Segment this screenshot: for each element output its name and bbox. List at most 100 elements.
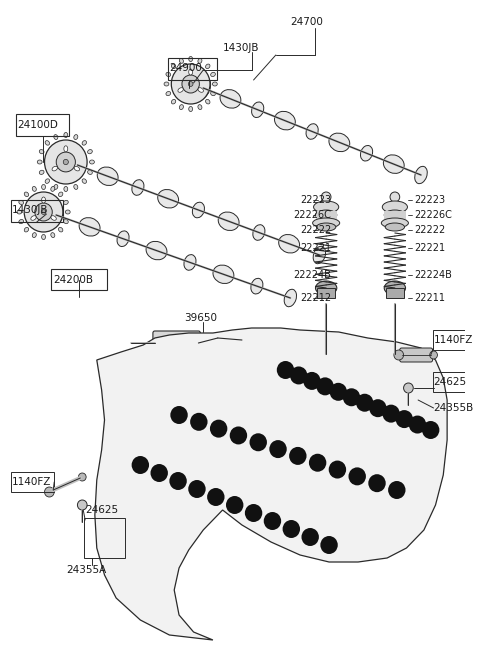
Circle shape <box>210 420 228 438</box>
Circle shape <box>394 350 404 360</box>
Circle shape <box>309 454 326 472</box>
Circle shape <box>132 456 149 474</box>
Ellipse shape <box>63 220 68 224</box>
Ellipse shape <box>54 184 58 190</box>
Circle shape <box>24 192 63 232</box>
Ellipse shape <box>385 223 405 231</box>
Ellipse shape <box>17 210 22 214</box>
Text: 24200B: 24200B <box>53 275 93 285</box>
Text: 22222: 22222 <box>300 225 331 235</box>
Text: 39650: 39650 <box>184 313 217 323</box>
Ellipse shape <box>49 205 63 226</box>
Ellipse shape <box>146 241 167 260</box>
Circle shape <box>45 487 54 497</box>
Ellipse shape <box>132 180 144 195</box>
Circle shape <box>430 351 437 359</box>
Ellipse shape <box>198 58 202 64</box>
Circle shape <box>289 447 307 465</box>
Ellipse shape <box>184 255 196 270</box>
Circle shape <box>348 467 366 485</box>
Ellipse shape <box>64 133 68 138</box>
Ellipse shape <box>306 124 318 139</box>
Ellipse shape <box>19 200 24 205</box>
Circle shape <box>316 377 334 396</box>
Text: 22223: 22223 <box>300 195 331 205</box>
Ellipse shape <box>24 192 29 197</box>
Ellipse shape <box>42 234 46 239</box>
Ellipse shape <box>315 281 337 295</box>
Ellipse shape <box>205 100 210 104</box>
Circle shape <box>190 413 207 431</box>
Ellipse shape <box>63 200 68 205</box>
Bar <box>432 372 473 392</box>
Ellipse shape <box>384 281 406 295</box>
Ellipse shape <box>384 155 404 173</box>
Ellipse shape <box>198 88 204 92</box>
Ellipse shape <box>31 216 36 220</box>
Ellipse shape <box>164 82 169 86</box>
Bar <box>16 114 69 136</box>
Bar <box>11 472 54 492</box>
Ellipse shape <box>415 167 427 184</box>
Circle shape <box>388 481 406 499</box>
Ellipse shape <box>360 146 372 161</box>
Text: 1140FZ: 1140FZ <box>12 477 51 487</box>
Ellipse shape <box>87 150 92 154</box>
Circle shape <box>343 388 360 406</box>
Ellipse shape <box>384 349 406 359</box>
Circle shape <box>207 488 225 506</box>
Bar <box>315 211 337 221</box>
Circle shape <box>368 474 386 492</box>
Ellipse shape <box>70 154 85 176</box>
Ellipse shape <box>45 140 49 145</box>
Text: 1430JB: 1430JB <box>223 43 259 53</box>
Circle shape <box>170 406 188 424</box>
Ellipse shape <box>315 210 337 220</box>
Text: 22222: 22222 <box>414 225 445 235</box>
Ellipse shape <box>220 90 241 108</box>
Ellipse shape <box>64 186 68 192</box>
Circle shape <box>396 410 413 428</box>
Ellipse shape <box>192 202 204 218</box>
Ellipse shape <box>24 228 29 232</box>
Text: 24100D: 24100D <box>17 120 58 130</box>
Circle shape <box>78 473 86 481</box>
Ellipse shape <box>54 134 58 140</box>
Circle shape <box>41 210 46 215</box>
Circle shape <box>390 192 400 202</box>
Ellipse shape <box>37 160 42 164</box>
Ellipse shape <box>171 64 176 69</box>
Ellipse shape <box>189 69 192 75</box>
Text: 22224B: 22224B <box>414 270 452 280</box>
Text: 24355A: 24355A <box>66 565 106 575</box>
Circle shape <box>77 500 87 510</box>
Bar <box>168 58 217 80</box>
Ellipse shape <box>64 146 68 152</box>
Circle shape <box>45 140 87 184</box>
Ellipse shape <box>384 210 406 220</box>
Ellipse shape <box>52 167 58 171</box>
Ellipse shape <box>253 225 265 240</box>
Ellipse shape <box>82 140 86 145</box>
Ellipse shape <box>312 218 340 228</box>
Circle shape <box>369 400 386 417</box>
Ellipse shape <box>189 106 192 112</box>
Ellipse shape <box>45 179 49 184</box>
Bar <box>11 200 63 222</box>
Ellipse shape <box>315 349 337 359</box>
Ellipse shape <box>42 184 46 190</box>
Ellipse shape <box>205 64 210 69</box>
Ellipse shape <box>252 102 264 117</box>
Ellipse shape <box>51 216 56 220</box>
Ellipse shape <box>382 201 408 213</box>
Ellipse shape <box>218 212 239 230</box>
Circle shape <box>320 536 338 554</box>
Ellipse shape <box>284 289 297 307</box>
Ellipse shape <box>211 72 216 77</box>
Ellipse shape <box>178 88 183 92</box>
FancyBboxPatch shape <box>153 331 200 355</box>
Circle shape <box>171 64 210 104</box>
Ellipse shape <box>59 228 63 232</box>
Text: 22221: 22221 <box>300 243 331 253</box>
Bar <box>84 518 125 558</box>
